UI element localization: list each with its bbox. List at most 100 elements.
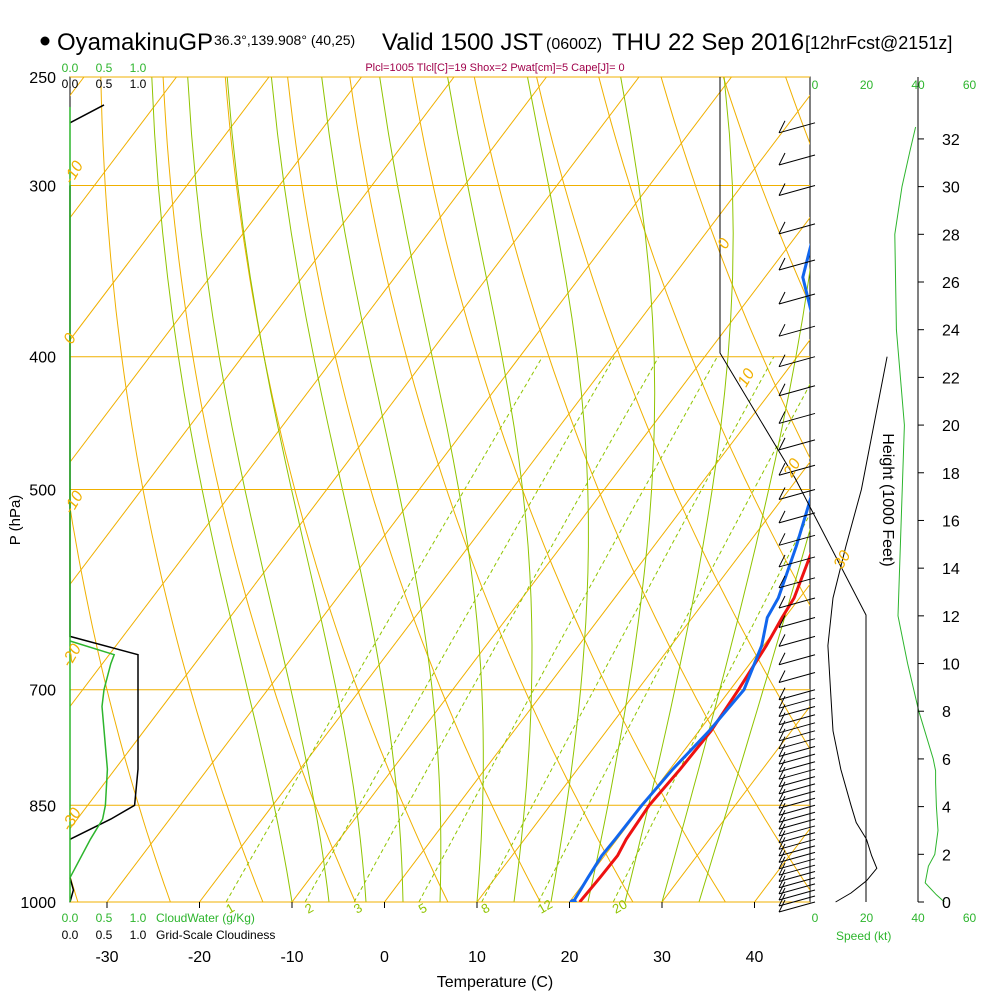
mixing-ratio-line — [538, 357, 825, 902]
pressure-tick-label: 700 — [29, 683, 56, 700]
wind-speed-tick-bottom: 0 — [812, 911, 819, 925]
x-tick-label: 0 — [380, 949, 389, 966]
dry-adiabat-label: 30 — [831, 548, 855, 572]
wind-speed-tick-bottom: 20 — [860, 911, 874, 925]
cloudwater-scale-bottom: 1.0 — [130, 911, 147, 925]
x-tick-label: 40 — [746, 949, 764, 966]
cloudiness-label: Grid-Scale Cloudiness — [156, 928, 275, 942]
height-tick-label: 2 — [942, 847, 951, 864]
cloudiness-scale-top: 0.0 — [62, 77, 79, 91]
mixing-ratio-line — [354, 357, 659, 902]
isotherm-line — [847, 77, 1000, 902]
wind-speed-tick-bottom: 60 — [963, 911, 977, 925]
x-tick-label: -20 — [188, 949, 211, 966]
dry-adiabat-label: -10 — [61, 158, 87, 187]
surface-parcel-marker — [569, 899, 577, 907]
pressure-tick-label: 300 — [29, 179, 56, 196]
dry-adiabat-line — [285, 53, 556, 931]
cloudiness-scale-bottom: 1.0 — [130, 928, 147, 942]
dry-adiabat-line — [38, 53, 180, 931]
height-tick-label: 6 — [942, 752, 951, 769]
height-tick-label: 28 — [942, 227, 960, 244]
station-coords: 36.3°,139.908° (40,25) — [214, 32, 355, 48]
valid-time: Valid 1500 JST — [382, 29, 543, 56]
x-tick-label: 30 — [653, 949, 671, 966]
dry-adiabat-label: -20 — [59, 641, 85, 670]
cloudiness-line — [70, 105, 104, 123]
height-tick-label: 18 — [942, 466, 960, 483]
axes — [107, 77, 924, 908]
cloudwater-scale-top: 1.0 — [130, 61, 147, 75]
forecast-tag: [12hrFcst@2151z] — [805, 33, 952, 53]
pressure-tick-label: 850 — [29, 798, 56, 815]
cloudiness-scale-bottom: 0.0 — [62, 928, 79, 942]
dry-adiabat-label: -10 — [61, 488, 87, 517]
cloudwater-scale-top: 0.5 — [96, 61, 113, 75]
x-tick-label: -30 — [95, 949, 118, 966]
cloudiness-scale-top: 0.5 — [96, 77, 113, 91]
dry-adiabat-label: 10 — [735, 366, 759, 390]
mixing-ratio-line — [226, 357, 542, 902]
cloudwater-scale-bottom: 0.0 — [62, 911, 79, 925]
cloudiness-scale-bottom: 0.5 — [96, 928, 113, 942]
valid-zulu: (0600Z) — [546, 36, 602, 53]
mixing-ratio-label: 20 — [610, 896, 630, 916]
height-tick-label: 12 — [942, 609, 960, 626]
mixing-ratio-label: 12 — [535, 896, 555, 916]
height-tick-label: 24 — [942, 323, 960, 340]
x-tick-label: 10 — [468, 949, 486, 966]
mixing-ratio-line — [482, 357, 774, 902]
wind-speed-tick-top: 0 — [812, 78, 819, 92]
pressure-tick-label: 400 — [29, 350, 56, 367]
mixing-ratio-line — [305, 357, 614, 902]
cloudwater-scale-bottom: 0.5 — [96, 911, 113, 925]
cloudwater-label: CloudWater (g/Kg) — [156, 911, 255, 925]
y-axis-title: P (hPa) — [7, 495, 24, 546]
sounding-profiles — [569, 112, 971, 907]
dry-adiabat-label: -30 — [59, 805, 85, 834]
dewpoint-profile-line — [573, 112, 826, 902]
wind-speed-tick-top: 20 — [860, 78, 874, 92]
height-axis-title: Height (1000 Feet) — [879, 433, 896, 566]
wind-speed-tick-top: 40 — [911, 78, 925, 92]
station-dot-icon — [41, 37, 50, 46]
wind-barb — [779, 902, 815, 912]
wind-speed-line — [828, 357, 887, 902]
wind-panel — [779, 121, 944, 912]
cloudiness-scale-top: 1.0 — [130, 77, 147, 91]
dry-adiabat-label: 0 — [715, 236, 734, 252]
x-tick-label: -10 — [280, 949, 303, 966]
height-tick-label: 10 — [942, 657, 960, 674]
cloudwater-scale-top: 0.0 — [62, 61, 79, 75]
valid-date: THU 22 Sep 2016 — [612, 29, 804, 56]
pressure-tick-label: 250 — [29, 70, 56, 87]
wind-speed-tick-top: 60 — [963, 78, 977, 92]
height-tick-label: 20 — [942, 418, 960, 435]
mixing-ratio-line — [419, 357, 717, 902]
wind-speed-label: Speed (kt) — [836, 929, 891, 943]
height-tick-label: 30 — [942, 180, 960, 197]
height-tick-label: 26 — [942, 275, 960, 292]
height-tick-label: 0 — [942, 895, 951, 912]
background-grid — [0, 53, 1000, 931]
dry-adiabat-line — [162, 53, 368, 931]
isobar-lines — [70, 77, 810, 902]
dry-adiabat-line — [962, 53, 1000, 931]
station-name: OyamakinuGP — [57, 29, 213, 56]
wind-speed-tick-bottom: 40 — [911, 911, 925, 925]
dry-adiabat-line — [839, 53, 1000, 931]
height-tick-label: 4 — [942, 800, 951, 817]
height-tick-label: 14 — [942, 561, 960, 578]
indices-line: Plcl=1005 Tlcl[C]=19 Shox=2 Pwat[cm]=5 C… — [365, 62, 624, 74]
mixing-ratio-line — [613, 357, 892, 902]
pressure-tick-label: 1000 — [20, 895, 56, 912]
height-tick-label: 32 — [942, 132, 960, 149]
height-tick-label: 22 — [942, 370, 960, 387]
height-tick-label: 16 — [942, 513, 960, 530]
rh-profile-line — [895, 127, 945, 902]
x-axis-title: Temperature (C) — [437, 974, 553, 991]
height-tick-label: 8 — [942, 704, 951, 721]
